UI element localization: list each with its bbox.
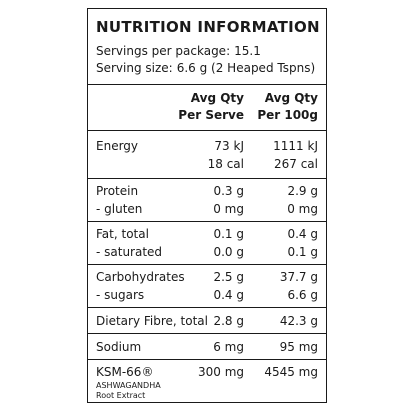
ksm66-row: KSM-66® 300 mg 4545 mg: [96, 365, 318, 379]
column-headers: Avg Qty Per Serve Avg Qty Per 100g: [88, 85, 326, 131]
servings-per-package: Servings per package: 15.1: [96, 44, 261, 58]
energy-section: Energy 73 kJ 1111 kJ 18 cal 267 cal: [88, 131, 326, 179]
fibre-row: Dietary Fibre, total 2.8 g 42.3 g: [96, 314, 318, 328]
serving-size: Serving size: 6.6 g (2 Heaped Tspns): [96, 61, 316, 75]
sodium-row: Sodium 6 mg 95 mg: [96, 340, 318, 354]
protein-section: Protein 0.3 g 2.9 g - gluten 0 mg 0 mg: [88, 179, 326, 222]
energy-kj-row: Energy 73 kJ 1111 kJ: [96, 139, 318, 153]
nutrition-panel: NUTRITION INFORMATION Servings per packa…: [87, 8, 327, 403]
fat-section: Fat, total 0.1 g 0.4 g - saturated 0.0 g…: [88, 222, 326, 265]
fibre-section: Dietary Fibre, total 2.8 g 42.3 g: [88, 308, 326, 334]
panel-title: NUTRITION INFORMATION: [96, 18, 320, 36]
protein-row: Protein 0.3 g 2.9 g: [96, 184, 318, 198]
sodium-section: Sodium 6 mg 95 mg: [88, 334, 326, 360]
panel-header: NUTRITION INFORMATION Servings per packa…: [88, 9, 326, 85]
saturated-row: - saturated 0.0 g 0.1 g: [96, 245, 318, 259]
fat-row: Fat, total 0.1 g 0.4 g: [96, 227, 318, 241]
sugars-row: - sugars 0.4 g 6.6 g: [96, 288, 318, 302]
ksm66-subtitle-1: ASHWAGANDHA: [96, 381, 161, 390]
column-per-100g: Avg Qty Per 100g: [257, 91, 318, 122]
column-per-serve: Avg Qty Per Serve: [178, 91, 244, 122]
gluten-row: - gluten 0 mg 0 mg: [96, 202, 318, 216]
ksm66-section: KSM-66® 300 mg 4545 mg ASHWAGANDHA Root …: [88, 360, 326, 401]
carbohydrates-row: Carbohydrates 2.5 g 37.7 g: [96, 270, 318, 284]
energy-cal-row: 18 cal 267 cal: [207, 157, 318, 171]
carbohydrates-section: Carbohydrates 2.5 g 37.7 g - sugars 0.4 …: [88, 265, 326, 308]
ksm66-subtitle-2: Root Extract: [96, 391, 146, 400]
